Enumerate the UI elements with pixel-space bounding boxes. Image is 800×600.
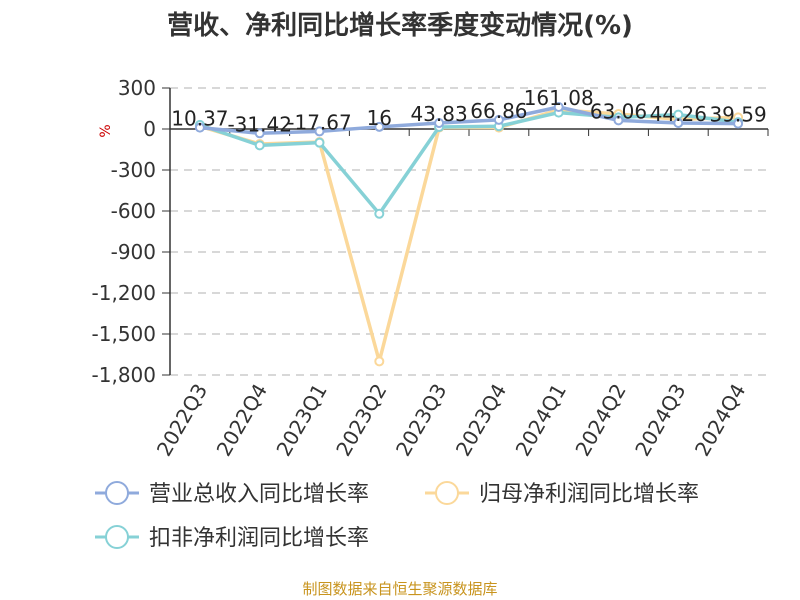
series-2-point <box>374 356 385 367</box>
legend-item-2: 归母净利润同比增长率 <box>425 481 699 507</box>
series-3-point <box>254 140 265 151</box>
series-1-point <box>673 117 684 128</box>
legend-item-3: 扣非净利润同比增长率 <box>95 525 369 551</box>
series-1-point <box>493 114 504 125</box>
legend-marker <box>105 481 129 505</box>
x-tick-label: 2022Q3 <box>152 380 212 461</box>
data-label: 66.86 <box>470 99 527 123</box>
series-1-point <box>314 126 325 137</box>
y-tick-label: -900 <box>111 240 156 264</box>
y-tick-label: -600 <box>111 199 156 223</box>
series-1-line <box>199 105 739 136</box>
y-axis-ticks: 300 0 -300 -600 -900 -1,200 -1,500 -1,800 <box>92 76 170 387</box>
legend-marker <box>105 525 129 549</box>
data-label: 16 <box>367 106 392 130</box>
series-1-point <box>553 101 564 112</box>
series-3-point <box>314 137 325 148</box>
y-tick-label: -1,200 <box>92 281 156 305</box>
x-tick-label: 2024Q4 <box>690 380 750 461</box>
data-label: -17.67 <box>287 110 351 134</box>
data-labels: 10.37-31.42-17.67 16 43.83 66.86161.0863.06… <box>171 86 766 136</box>
legend-label: 营业总收入同比增长率 <box>149 482 369 507</box>
x-tick-label: 2022Q4 <box>212 380 272 461</box>
y-tick-label: -300 <box>111 158 156 182</box>
x-tick-label: 2023Q2 <box>331 380 391 461</box>
series-2-line <box>199 108 739 364</box>
source-note: 制图数据来自恒生聚源数据库 <box>302 580 497 598</box>
x-tick-label: 2024Q2 <box>570 380 630 461</box>
data-label: 39.59 <box>709 103 766 127</box>
legend-label: 归母净利润同比增长率 <box>479 482 699 507</box>
data-label: -31.42 <box>227 112 291 136</box>
y-axis-unit: % <box>98 124 114 137</box>
y-tick-label: 0 <box>143 117 156 141</box>
legend-marker <box>435 481 459 505</box>
x-tick-label: 2023Q3 <box>391 379 451 460</box>
series-layer <box>194 101 744 367</box>
x-tick-label: 2024Q1 <box>511 380 571 461</box>
y-tick-label: -1,500 <box>92 322 156 346</box>
series-1-point <box>613 115 624 126</box>
x-tick-label: 2023Q1 <box>271 380 331 461</box>
y-tick-label: 300 <box>118 76 156 100</box>
data-label: 63.06 <box>590 99 647 123</box>
series-3-point <box>374 208 385 219</box>
data-label: 161.08 <box>524 86 594 110</box>
chart-title: 营收、净利同比增长率季度变动情况(%) <box>167 10 633 41</box>
x-tick-label: 2023Q4 <box>451 380 511 461</box>
x-tick-label: 2024Q3 <box>630 380 690 461</box>
series-1-point <box>194 122 205 133</box>
legend-item-1: 营业总收入同比增长率 <box>95 481 369 507</box>
legend-label: 扣非净利润同比增长率 <box>149 526 369 551</box>
data-label: 44.26 <box>650 102 707 126</box>
series-1-point <box>733 118 744 129</box>
data-label: 43.83 <box>410 102 467 126</box>
grid-lines <box>170 87 768 376</box>
series-1 <box>194 101 744 139</box>
series-1-point <box>434 118 445 129</box>
series-1-point <box>374 121 385 132</box>
series-1-point <box>254 128 265 139</box>
x-axis-ticks: 2022Q3 2022Q4 2023Q1 2023Q2 2023Q3 2023Q4 2024… <box>152 129 769 461</box>
y-tick-label: -1,800 <box>92 363 156 387</box>
series-3-line <box>199 110 739 216</box>
data-label: 10.37 <box>171 107 228 131</box>
